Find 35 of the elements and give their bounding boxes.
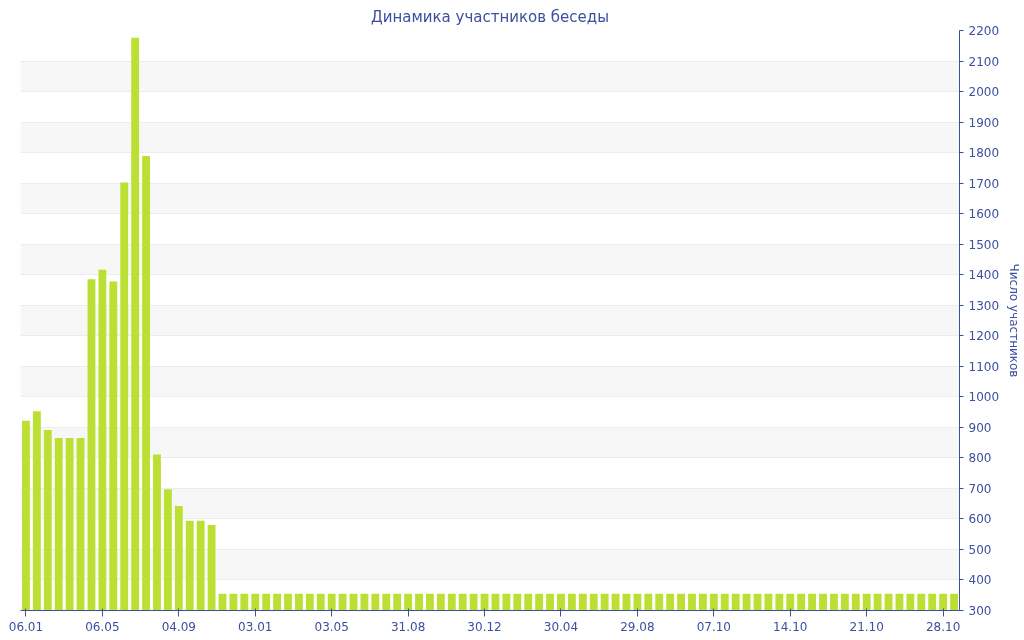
x-tick-label: 07.10: [696, 619, 732, 634]
y-axis-title: Число участников: [1007, 263, 1022, 378]
y-tick-label: 600: [968, 512, 992, 527]
x-tick-label: 06.01: [8, 619, 44, 634]
y-tick-label: 2000: [968, 85, 1000, 100]
y-tick-label: 1600: [968, 207, 1000, 222]
y-tick-label: 1500: [968, 237, 1000, 252]
y-tick-label: 1900: [968, 115, 1000, 130]
y-tick-label: 1300: [968, 298, 1000, 313]
y-tick-label: 1100: [968, 359, 1000, 374]
x-tick-label: 06.05: [85, 619, 120, 634]
x-tick-label: 29.08: [620, 619, 655, 634]
x-tick-label: 03.05: [314, 619, 349, 634]
x-tick-label: 04.09: [161, 619, 196, 634]
y-tick-label: 2100: [968, 54, 1000, 69]
x-tick-label: 30.12: [467, 619, 502, 634]
y-tick-label: 300: [968, 604, 992, 618]
x-tick-label: 03.01: [238, 619, 273, 634]
y-tick-label: 400: [968, 573, 992, 588]
x-tick-label: 14.10: [773, 619, 808, 634]
x-tick-label: 21.10: [849, 619, 884, 634]
y-tick-label: 700: [968, 481, 992, 496]
y-tick-label: 1400: [968, 268, 1000, 283]
x-tick-label: 28.10: [925, 619, 961, 634]
y-tick-label: 800: [968, 451, 992, 466]
chart-title: Динамика участников беседы: [370, 7, 610, 26]
x-tick-label: 31.08: [390, 619, 426, 634]
y-tick-label: 500: [968, 542, 992, 557]
y-tick-label: 2200: [968, 24, 1000, 38]
y-tick-label: 1200: [968, 329, 1000, 344]
x-tick-label: 30.04: [543, 619, 579, 634]
y-tick-label: 1700: [968, 176, 1000, 191]
y-tick-label: 1800: [968, 146, 1000, 161]
y-tick-label: 900: [968, 420, 992, 435]
y-tick-label: 1000: [968, 390, 1000, 405]
